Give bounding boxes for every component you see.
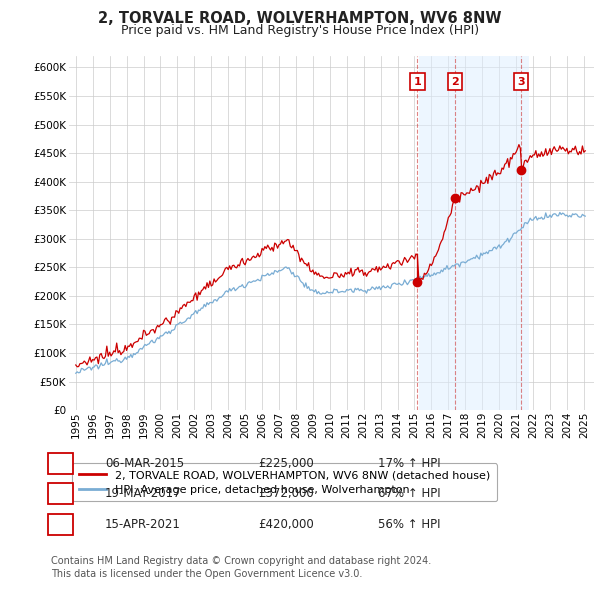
Text: 15-APR-2021: 15-APR-2021 bbox=[105, 518, 181, 531]
Legend: 2, TORVALE ROAD, WOLVERHAMPTON, WV6 8NW (detached house), HPI: Average price, de: 2, TORVALE ROAD, WOLVERHAMPTON, WV6 8NW … bbox=[72, 463, 497, 501]
Text: £420,000: £420,000 bbox=[258, 518, 314, 531]
Text: Contains HM Land Registry data © Crown copyright and database right 2024.: Contains HM Land Registry data © Crown c… bbox=[51, 556, 431, 566]
Text: 56% ↑ HPI: 56% ↑ HPI bbox=[378, 518, 440, 531]
Text: 1: 1 bbox=[56, 457, 65, 470]
Text: 19-MAY-2017: 19-MAY-2017 bbox=[105, 487, 182, 500]
Text: 1: 1 bbox=[413, 77, 421, 87]
Text: 3: 3 bbox=[56, 518, 65, 531]
Text: 06-MAR-2015: 06-MAR-2015 bbox=[105, 457, 184, 470]
Text: £372,000: £372,000 bbox=[258, 487, 314, 500]
Text: Price paid vs. HM Land Registry's House Price Index (HPI): Price paid vs. HM Land Registry's House … bbox=[121, 24, 479, 37]
Text: 3: 3 bbox=[517, 77, 525, 87]
Text: 2: 2 bbox=[451, 77, 458, 87]
Text: 17% ↑ HPI: 17% ↑ HPI bbox=[378, 457, 440, 470]
Text: 2, TORVALE ROAD, WOLVERHAMPTON, WV6 8NW: 2, TORVALE ROAD, WOLVERHAMPTON, WV6 8NW bbox=[98, 11, 502, 25]
Text: £225,000: £225,000 bbox=[258, 457, 314, 470]
Text: 2: 2 bbox=[56, 487, 65, 500]
Text: This data is licensed under the Open Government Licence v3.0.: This data is licensed under the Open Gov… bbox=[51, 569, 362, 579]
Text: 67% ↑ HPI: 67% ↑ HPI bbox=[378, 487, 440, 500]
